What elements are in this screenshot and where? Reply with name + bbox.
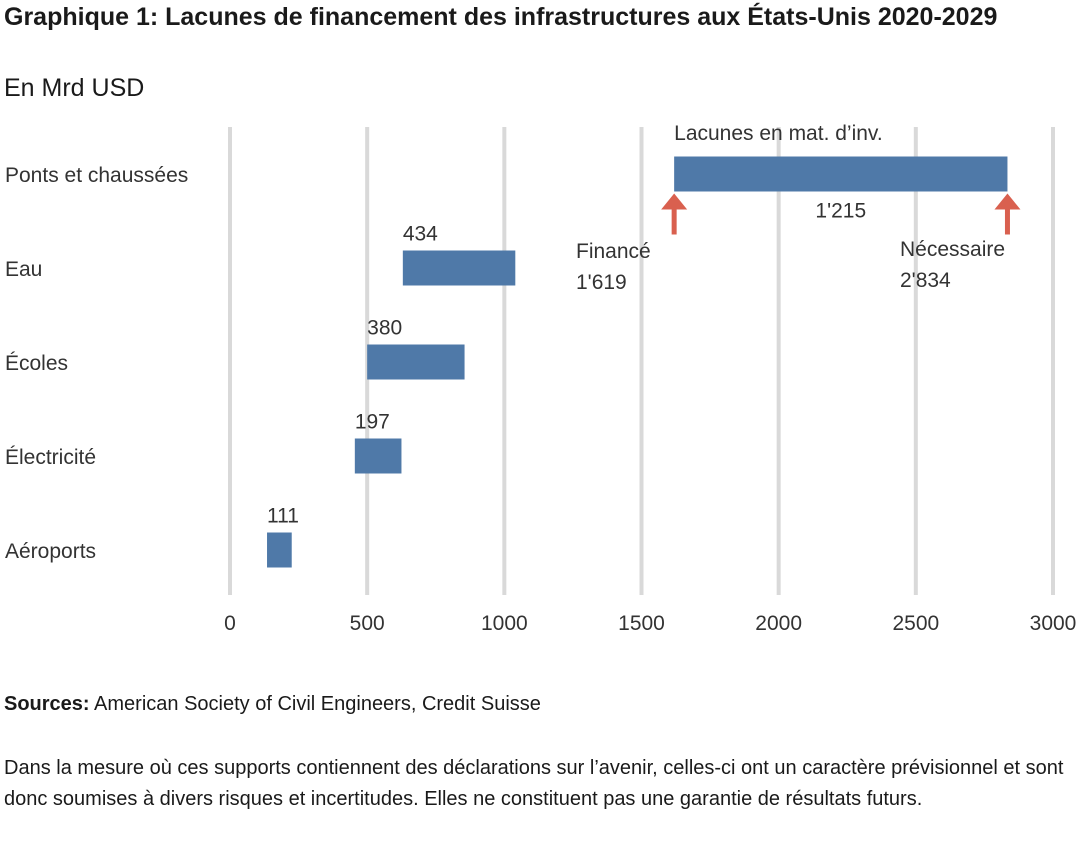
- x-tick-label: 0: [224, 612, 236, 635]
- bar: [402, 250, 516, 286]
- bar: [267, 532, 292, 568]
- funded-value: 1'619: [576, 271, 627, 294]
- x-tick-label: 500: [350, 612, 385, 635]
- x-tick-label: 1500: [618, 612, 665, 635]
- funded-arrowhead: [661, 193, 688, 210]
- sources-label: Sources:: [4, 693, 90, 715]
- needed-value: 2'834: [900, 269, 951, 292]
- x-tick-label: 2500: [892, 612, 939, 635]
- bar: [367, 344, 465, 380]
- needed-label: Nécessaire: [900, 238, 1005, 261]
- x-tick-label: 1000: [481, 612, 528, 635]
- funded-label: Financé: [576, 240, 651, 263]
- bar: [674, 156, 1008, 192]
- bar-value-label: 434: [403, 223, 438, 246]
- chart-title: Graphique 1: Lacunes de financement des …: [4, 3, 998, 31]
- bar: [354, 438, 402, 474]
- x-tick-label: 3000: [1030, 612, 1077, 635]
- bar-value-label: 380: [367, 317, 402, 340]
- category-label: Ponts et chaussées: [5, 164, 188, 187]
- disclaimer-text: Dans la mesure où ces supports contienne…: [4, 757, 1064, 810]
- bar-value-label: 1'215: [815, 200, 866, 223]
- bar-value-label: 111: [267, 505, 299, 528]
- x-tick-label: 2000: [755, 612, 802, 635]
- sources-line: Sources: American Society of Civil Engin…: [4, 690, 541, 718]
- category-label: Écoles: [5, 352, 68, 375]
- needed-arrowhead: [994, 193, 1021, 210]
- chart-area: 0 500 1000 1500 2000 2500 3000 Ponts et chaussé…: [5, 122, 1077, 635]
- needed-arrow-shaft: [1004, 208, 1010, 235]
- chart-subtitle: En Mrd USD: [4, 74, 145, 102]
- gap-annotation-label: Lacunes en mat. d’inv.: [674, 122, 883, 145]
- category-label: Eau: [5, 258, 42, 281]
- category-label: Aéroports: [5, 540, 96, 563]
- bar-value-label: 197: [355, 411, 390, 434]
- sources-text: American Society of Civil Engineers, Cre…: [89, 693, 541, 715]
- funded-arrow-shaft: [671, 208, 677, 235]
- category-label: Électricité: [5, 446, 96, 469]
